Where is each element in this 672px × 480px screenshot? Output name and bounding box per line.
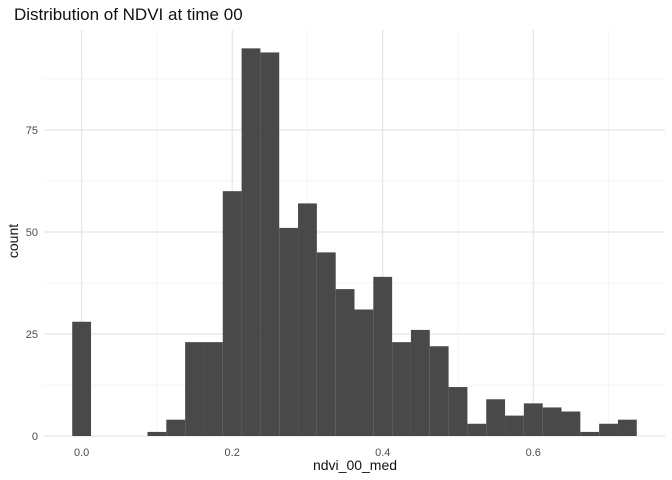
y-tick-label: 25 [26, 329, 38, 341]
histogram-bar [467, 423, 487, 436]
histogram-bar [542, 407, 562, 436]
histogram-bar [505, 415, 524, 436]
histogram-bar [354, 309, 374, 436]
histogram-bar [410, 329, 430, 436]
histogram-bar [316, 252, 336, 436]
histogram-bar [429, 346, 449, 436]
histogram-bar [166, 419, 186, 436]
histogram-bar [241, 48, 261, 436]
x-tick-label: 0.6 [526, 447, 541, 459]
histogram-bar [335, 289, 355, 436]
y-tick-label: 75 [26, 125, 38, 137]
histogram-bar [392, 342, 411, 436]
histogram-bar [617, 419, 637, 436]
histogram-bar [279, 227, 299, 436]
histogram-bar [72, 321, 92, 436]
chart-title: Distribution of NDVI at time 00 [14, 5, 243, 24]
y-tick-label: 50 [26, 227, 38, 239]
x-tick-label: 0.4 [375, 447, 390, 459]
y-tick-label: 0 [32, 431, 38, 443]
histogram-bar [448, 387, 468, 436]
histogram-bar [561, 411, 581, 436]
histogram-bar [185, 342, 204, 436]
y-axis-tick-labels: 0 25 50 75 [26, 125, 38, 443]
histogram-bar [203, 342, 223, 436]
histogram-bars [72, 48, 637, 437]
x-tick-label: 0.2 [225, 447, 240, 459]
x-axis-tick-labels: 0.0 0.2 0.4 0.6 [74, 447, 541, 459]
histogram-bar [298, 203, 317, 436]
histogram-bar [222, 191, 242, 436]
histogram-bar [260, 52, 280, 437]
histogram-bar [523, 403, 543, 436]
histogram-bar [147, 431, 167, 436]
histogram-bar [580, 431, 600, 436]
x-tick-label: 0.0 [74, 447, 89, 459]
histogram-bar [599, 423, 618, 436]
histogram-bar [373, 276, 393, 436]
histogram-bar [486, 399, 506, 436]
y-axis-title: count [5, 224, 21, 258]
x-axis-title: ndvi_00_med [313, 457, 397, 473]
